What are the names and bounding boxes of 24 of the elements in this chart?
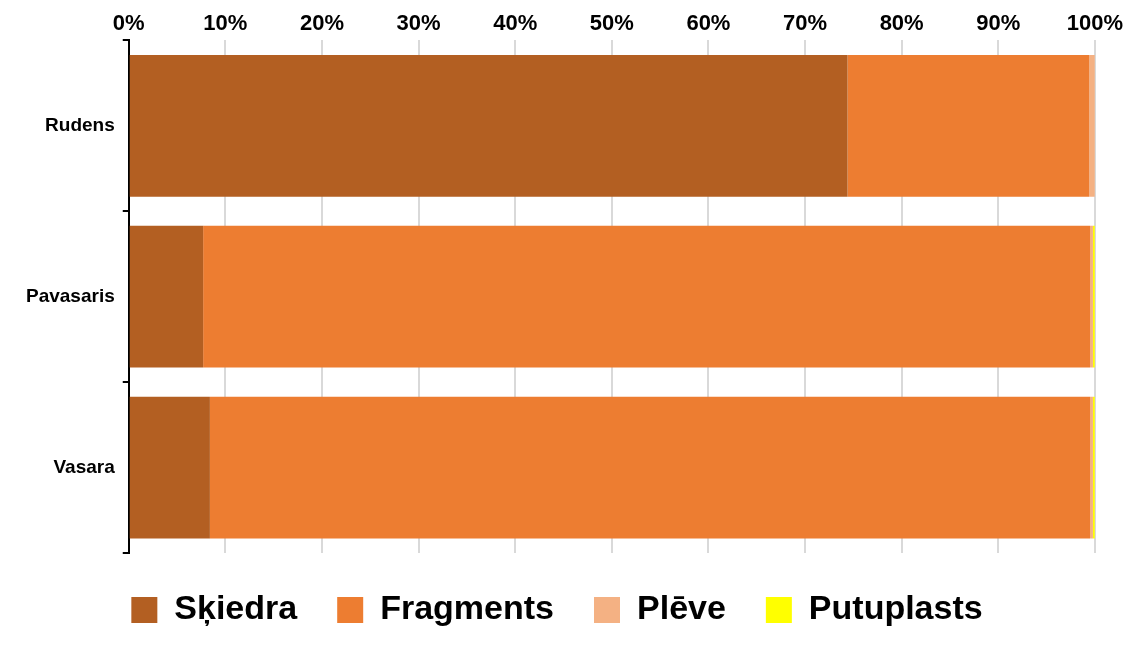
x-tick-label: 90% bbox=[976, 10, 1021, 36]
x-tick-label: 50% bbox=[589, 10, 634, 36]
x-tick-label: 70% bbox=[783, 10, 828, 36]
x-tick-label: 10% bbox=[203, 10, 248, 36]
y-tick-label: Pavasaris bbox=[26, 284, 115, 306]
bar bbox=[129, 225, 204, 368]
x-tick-label: 80% bbox=[879, 10, 924, 36]
x-tick-label: 40% bbox=[493, 10, 538, 36]
bar bbox=[129, 54, 848, 197]
x-tick-label: 100% bbox=[1066, 10, 1124, 36]
y-tick-label: Vasara bbox=[53, 455, 116, 477]
legend-label: Putuplasts bbox=[808, 588, 983, 627]
bar bbox=[209, 396, 1091, 539]
x-tick-label: 20% bbox=[299, 10, 344, 36]
x-tick-label: 0% bbox=[112, 10, 145, 36]
x-tick-label: 30% bbox=[396, 10, 441, 36]
legend-label: Sķiedra bbox=[174, 588, 299, 627]
legend-label: Plēve bbox=[637, 588, 726, 627]
y-tick-label: Rudens bbox=[45, 114, 115, 136]
bar bbox=[847, 54, 1090, 197]
x-tick-label: 60% bbox=[686, 10, 731, 36]
bar bbox=[203, 225, 1091, 368]
legend-label: Fragments bbox=[380, 588, 555, 627]
bar bbox=[129, 396, 210, 539]
